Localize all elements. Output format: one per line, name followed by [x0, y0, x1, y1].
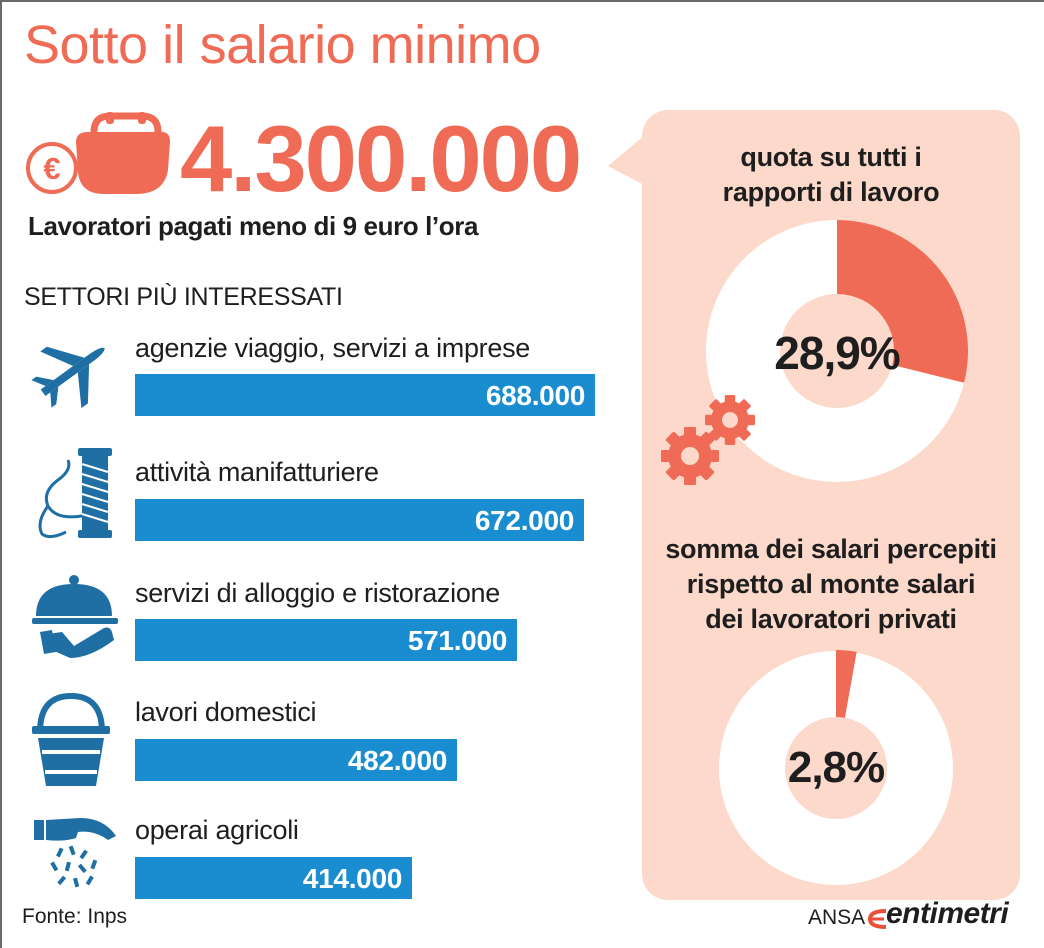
bar-travel-agencies [135, 374, 595, 416]
centimetri-logo-mark [868, 909, 887, 929]
sector-label-travel-agencies: agenzie viaggio, servizi a imprese [135, 333, 530, 363]
bar-manufacturing [135, 499, 584, 541]
bucket-icon [32, 692, 110, 786]
sector-label-agriculture: operai agricoli [135, 815, 299, 845]
donut2-segment [836, 650, 857, 718]
donut2-value: 2,8% [787, 743, 885, 792]
agency-label: ANSA [808, 906, 866, 929]
bar-hospitality [135, 619, 517, 661]
donut1-caption-line1: quota su tutti i [740, 142, 922, 172]
purse-icon: € [26, 112, 170, 194]
bar-value-travel-agencies: 688.000 [485, 380, 585, 411]
panel-pointer [608, 134, 646, 186]
bar-value-domestic-work: 482.000 [347, 745, 447, 776]
bar-value-manufacturing: 672.000 [474, 505, 574, 536]
brand-logo: entimetri [886, 897, 1009, 930]
donut-chart-wage-share [719, 650, 953, 885]
sector-label-manufacturing: attività manifatturiere [135, 457, 379, 487]
thread-spool-icon [38, 448, 112, 539]
donut2-caption-line3: dei lavoratori privati [705, 604, 957, 634]
airplane-icon [31, 346, 105, 409]
page-title: Sotto il salario minimo [24, 15, 541, 75]
euro-coin-icon: € [43, 151, 60, 186]
source-note: Fonte: Inps [22, 905, 128, 928]
donut1-segment [837, 220, 968, 383]
donut2-caption-line1: somma dei salari percepiti [665, 534, 997, 564]
bar-agriculture [135, 857, 412, 899]
seeding-hand-icon [34, 818, 116, 888]
bar-value-agriculture: 414.000 [302, 863, 402, 894]
sector-label-hospitality: servizi di alloggio e ristorazione [135, 578, 500, 608]
total-workers-number: 4.300.000 [180, 106, 582, 211]
donut-chart-work-relations [706, 220, 968, 482]
serving-cloche-icon [32, 575, 118, 658]
total-workers-caption: Lavoratori pagati meno di 9 euro l’ora [28, 211, 479, 241]
bar-value-hospitality: 571.000 [407, 625, 507, 656]
bar-domestic-work [135, 739, 457, 781]
sector-label-domestic-work: lavori domestici [135, 697, 317, 727]
gears-icon [661, 395, 755, 485]
sectors-heading: SETTORI PIÙ INTERESSATI [24, 283, 343, 311]
donut1-value: 28,9% [774, 327, 900, 379]
donut2-caption-line2: rispetto al monte salari [686, 569, 976, 599]
donut1-caption-line2: rapporti di lavoro [722, 177, 940, 207]
